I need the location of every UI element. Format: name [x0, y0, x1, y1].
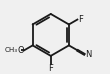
Text: CH₃: CH₃	[5, 47, 18, 53]
Text: N: N	[85, 50, 91, 59]
Text: F: F	[48, 64, 53, 73]
Text: O: O	[17, 46, 24, 55]
Text: F: F	[78, 15, 83, 24]
